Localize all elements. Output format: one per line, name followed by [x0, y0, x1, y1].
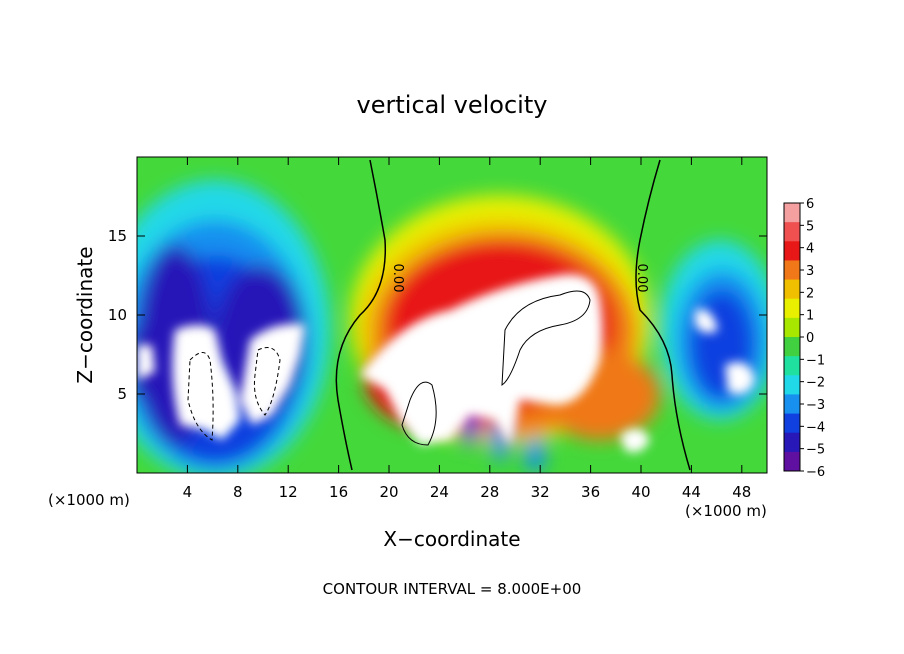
- colorbar-label: 3: [806, 264, 814, 279]
- y-tick-label: 5: [117, 385, 127, 403]
- x-tick-label: 4: [183, 483, 193, 501]
- y-tick-label: 15: [108, 227, 127, 245]
- contour-interval-note: CONTOUR INTERVAL = 8.000E+00: [323, 580, 582, 598]
- colorbar-swatch: [784, 337, 800, 357]
- colorbar-swatch: [784, 241, 800, 261]
- colorbar-swatch: [784, 298, 800, 319]
- colorbar-label: 5: [806, 219, 814, 234]
- colorbar-swatch: [784, 451, 800, 472]
- colorbar-swatch: [784, 279, 800, 300]
- x-tick-label: 44: [682, 483, 701, 501]
- colorbar-label: 6: [806, 197, 814, 212]
- colorbar-label: −5: [806, 443, 825, 458]
- colorbar-swatch: [784, 394, 800, 415]
- x-tick-label: 48: [732, 483, 751, 501]
- colorbar-label: −2: [806, 376, 825, 391]
- colorbar-swatch: [784, 375, 800, 395]
- colorbar: 6 5 4 3 2 1 0 −1 −2 −3 −4 −5 −6: [783, 197, 825, 480]
- colorbar-label: −1: [806, 353, 825, 368]
- colorbar-label: 4: [806, 242, 814, 257]
- x-tick-label: 40: [631, 483, 650, 501]
- colorbar-swatch: [784, 222, 800, 242]
- colorbar-label: 1: [806, 309, 814, 324]
- colorbar-label: −4: [806, 420, 825, 435]
- colorbar-swatch: [784, 432, 800, 453]
- x-tick-label: 24: [430, 483, 449, 501]
- x-axis-ticks: 4 8 12 16 20 24 28 32 36 40 44 48: [183, 157, 751, 501]
- colorbar-swatch: [784, 317, 800, 338]
- heatmap-field: 0.00 0.00: [137, 157, 767, 473]
- x-tick-label: 16: [329, 483, 348, 501]
- x-axis-label: X−coordinate: [383, 527, 520, 551]
- colorbar-swatch: [784, 203, 800, 223]
- y-axis-label: Z−coordinate: [73, 246, 97, 383]
- colorbar-swatch: [784, 413, 800, 434]
- x-tick-label: 28: [480, 483, 499, 501]
- colorbar-swatch: [784, 260, 800, 281]
- x-tick-label: 36: [581, 483, 600, 501]
- contour-label-right: 0.00: [634, 264, 649, 293]
- y-axis-ticks: 5 10 15: [108, 227, 767, 403]
- x-tick-label: 32: [531, 483, 550, 501]
- x-axis-unit-left: (×1000 m): [48, 491, 130, 509]
- colorbar-swatch: [784, 356, 800, 376]
- x-axis-unit-right: (×1000 m): [685, 502, 767, 520]
- chart-title: vertical velocity: [357, 91, 548, 119]
- x-tick-label: 20: [379, 483, 398, 501]
- colorbar-label: −3: [806, 398, 825, 413]
- y-tick-label: 10: [108, 306, 127, 324]
- colorbar-label: 2: [806, 286, 814, 301]
- contour-label-left: 0.00: [390, 264, 405, 293]
- colorbar-label: −6: [806, 465, 825, 480]
- x-tick-label: 12: [279, 483, 298, 501]
- x-tick-label: 8: [233, 483, 243, 501]
- colorbar-label: 0: [806, 331, 814, 346]
